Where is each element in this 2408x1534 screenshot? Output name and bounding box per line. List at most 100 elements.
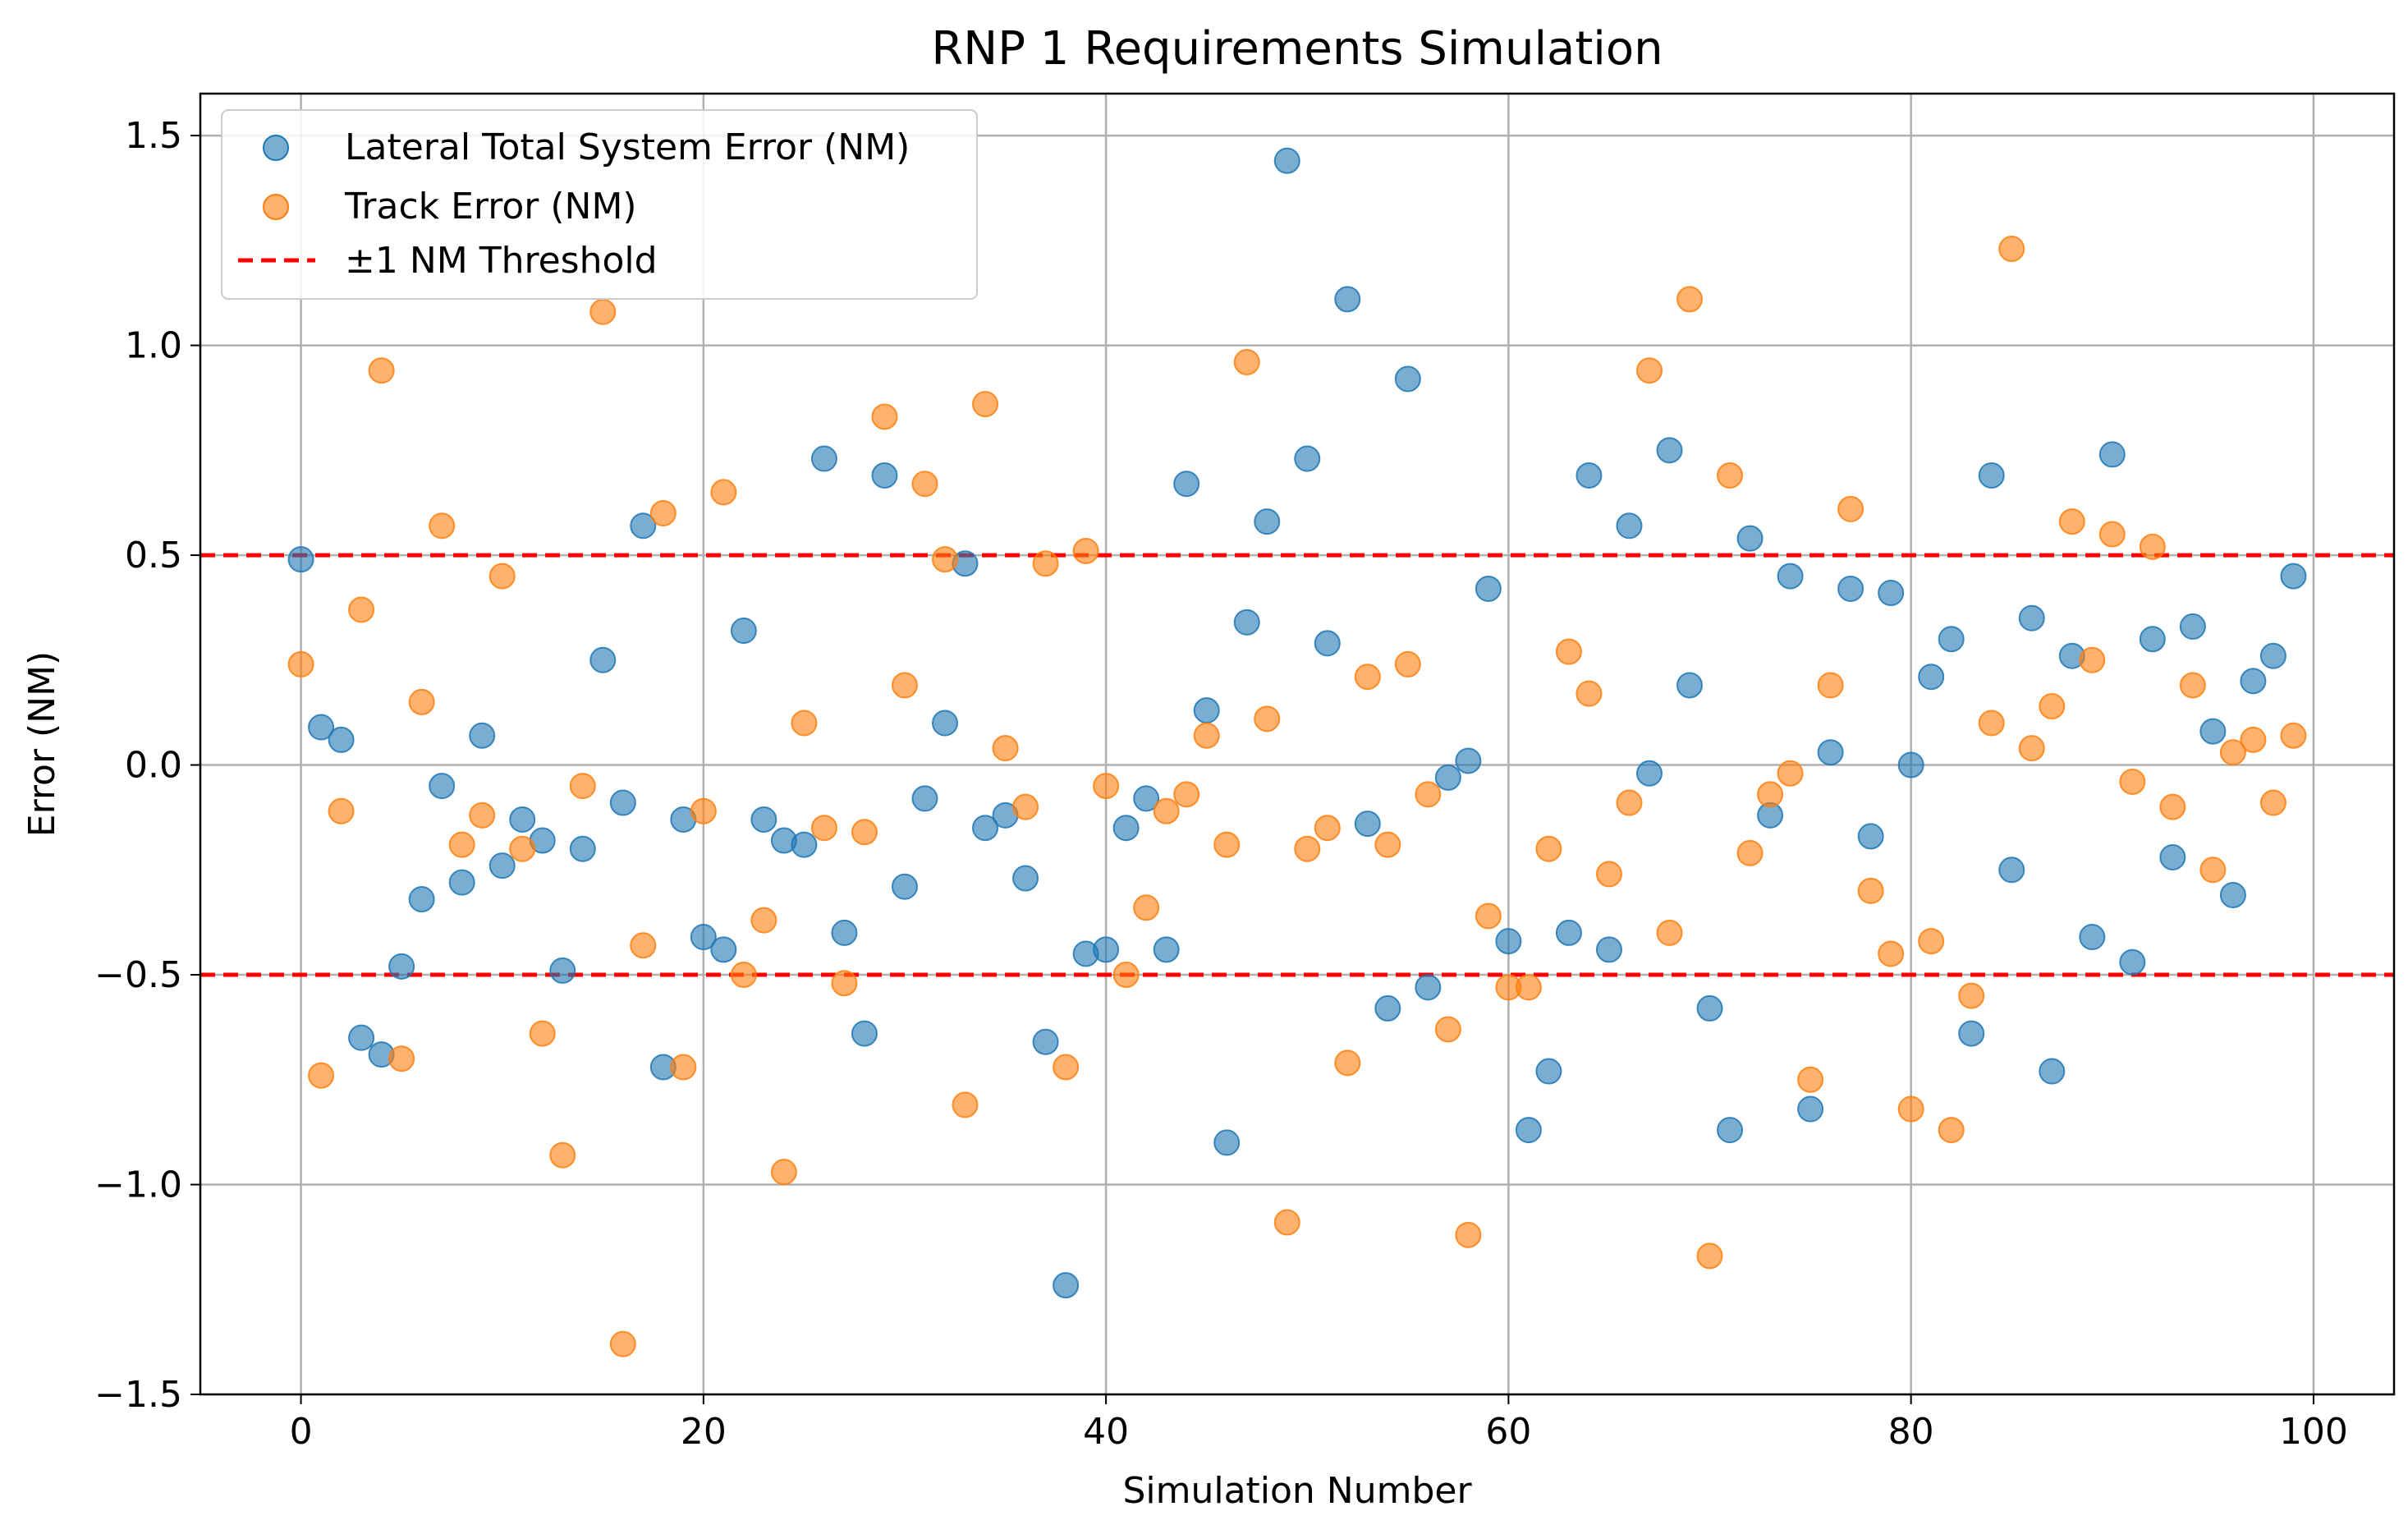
track-error-point (1717, 462, 1744, 489)
track-error-point (368, 357, 395, 384)
track-error-point (1233, 349, 1260, 376)
lateral-error-point (1958, 1020, 1985, 1047)
lateral-error-point (1938, 626, 1965, 653)
lateral-error-point (1254, 508, 1281, 535)
lateral-error-point (609, 789, 636, 816)
track-error-point (871, 403, 898, 430)
track-error-point (1897, 1095, 1924, 1123)
lateral-error-point (287, 546, 314, 573)
track-error-point (348, 596, 375, 623)
lateral-error-point (1294, 445, 1321, 472)
track-error-point (1676, 286, 1704, 313)
lateral-error-point (549, 957, 576, 984)
lateral-error-point (1213, 1129, 1241, 1156)
lateral-error-point (1998, 857, 2025, 884)
track-error-point (1696, 1242, 1723, 1270)
lateral-error-point (891, 873, 918, 900)
track-error-point (549, 1141, 576, 1169)
legend-marker-lateral (263, 135, 289, 161)
lateral-error-point (1233, 609, 1260, 636)
track-error-point (2079, 646, 2106, 673)
track-error-point (2199, 857, 2227, 884)
track-error-point (1273, 1209, 1300, 1236)
track-error-point (429, 512, 456, 540)
lateral-error-point (791, 831, 818, 858)
lateral-error-point (1173, 471, 1200, 498)
track-error-point (1193, 722, 1220, 749)
track-error-point (2280, 722, 2307, 749)
track-error-point (791, 710, 818, 737)
track-error-point (1112, 962, 1140, 989)
track-error-point (2219, 739, 2246, 766)
lateral-error-point (1112, 815, 1140, 842)
track-error-point (2018, 735, 2045, 762)
track-error-point (630, 932, 657, 959)
track-error-point (1656, 919, 1683, 946)
track-error-point (509, 835, 536, 862)
track-error-point (1736, 839, 1764, 866)
lateral-error-point (328, 726, 355, 753)
lateral-error-point (630, 512, 657, 540)
lateral-error-point (1878, 580, 1905, 607)
y-tick-label: −0.5 (94, 954, 182, 996)
lateral-error-point (710, 936, 737, 963)
y-tick-label: 1.0 (125, 325, 182, 367)
lateral-error-point (1133, 785, 1160, 812)
lateral-error-point (1635, 760, 1663, 787)
lateral-error-point (1676, 672, 1704, 699)
track-error-point (710, 479, 737, 506)
lateral-error-point (1717, 1117, 1744, 1144)
lateral-error-point (388, 953, 415, 980)
lateral-error-point (1053, 1272, 1080, 1299)
track-error-point (1133, 894, 1160, 921)
track-error-point (1455, 1221, 1482, 1248)
lateral-error-point (1978, 462, 2005, 489)
x-tick-label: 0 (290, 1411, 313, 1453)
y-axis-label: Error (NM) (21, 651, 63, 837)
track-error-point (2119, 768, 2146, 795)
lateral-error-point (1475, 575, 1502, 602)
lateral-error-point (1857, 823, 1884, 850)
track-error-point (2179, 672, 2206, 699)
track-error-point (589, 298, 617, 325)
track-error-point (488, 563, 516, 590)
track-error-point (1817, 672, 1844, 699)
lateral-error-point (1897, 751, 1924, 778)
lateral-error-point (2098, 441, 2126, 468)
lateral-error-point (911, 785, 938, 812)
track-error-point (1354, 664, 1381, 691)
track-error-point (770, 1159, 797, 1186)
track-error-point (1535, 835, 1562, 862)
legend-label-lateral: Lateral Total System Error (NM) (345, 126, 910, 168)
lateral-error-point (2199, 718, 2227, 745)
track-error-point (1938, 1117, 1965, 1144)
y-tick-label: 0.5 (125, 535, 182, 576)
plot-area-frame (199, 92, 2396, 1396)
track-error-point (1053, 1054, 1080, 1081)
track-error-point (952, 1091, 979, 1118)
track-error-point (2259, 789, 2286, 816)
track-error-point (2039, 693, 2066, 720)
y-tick-label: 1.5 (125, 115, 182, 157)
lateral-error-point (448, 869, 475, 896)
track-error-point (1374, 831, 1401, 858)
lateral-error-point (2039, 1058, 2066, 1085)
chart-title: RNP 1 Requirements Simulation (931, 22, 1663, 76)
track-error-point (730, 962, 757, 989)
track-error-point (831, 970, 858, 997)
track-error-point (992, 735, 1019, 762)
x-tick-label: 20 (681, 1411, 727, 1453)
track-error-point (810, 815, 837, 842)
track-error-point (1616, 789, 1643, 816)
track-error-point (569, 773, 596, 800)
track-error-point (287, 650, 314, 677)
lateral-error-point (469, 722, 496, 749)
track-error-point (2240, 726, 2267, 753)
track-error-point (1515, 974, 1542, 1001)
track-error-point (1777, 760, 1804, 787)
lateral-error-point (932, 710, 959, 737)
lateral-error-point (2139, 626, 2166, 653)
track-error-point (670, 1054, 697, 1081)
lateral-error-point (429, 773, 456, 800)
